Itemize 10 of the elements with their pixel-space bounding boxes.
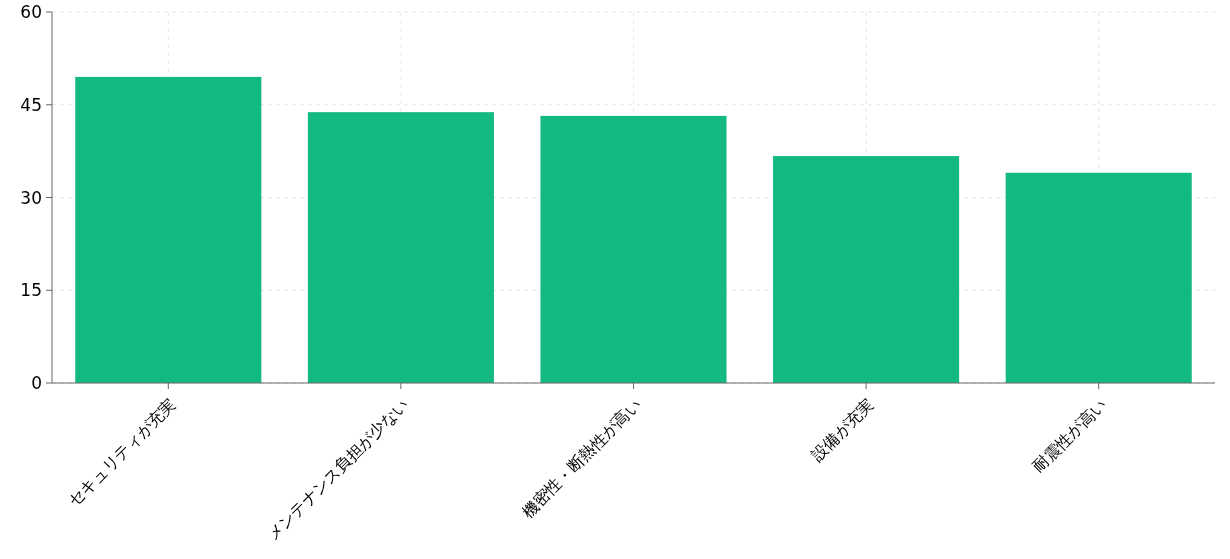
y-tick-label: 60 [20, 2, 42, 22]
x-tick-label: セキュリティが充実 [64, 394, 180, 511]
y-tick-label: 45 [20, 94, 42, 115]
y-tick-label: 30 [20, 187, 42, 208]
x-tick-label: 機密性・断熱性が高い [518, 394, 645, 522]
y-tick-label: 0 [31, 373, 42, 393]
x-tick-label: メンテナンス負担が少ない [263, 394, 413, 545]
x-tick-label: 設備が充実 [807, 394, 878, 465]
y-tick-label: 15 [20, 280, 42, 301]
x-tick-label: 耐震性が高い [1028, 394, 1111, 477]
